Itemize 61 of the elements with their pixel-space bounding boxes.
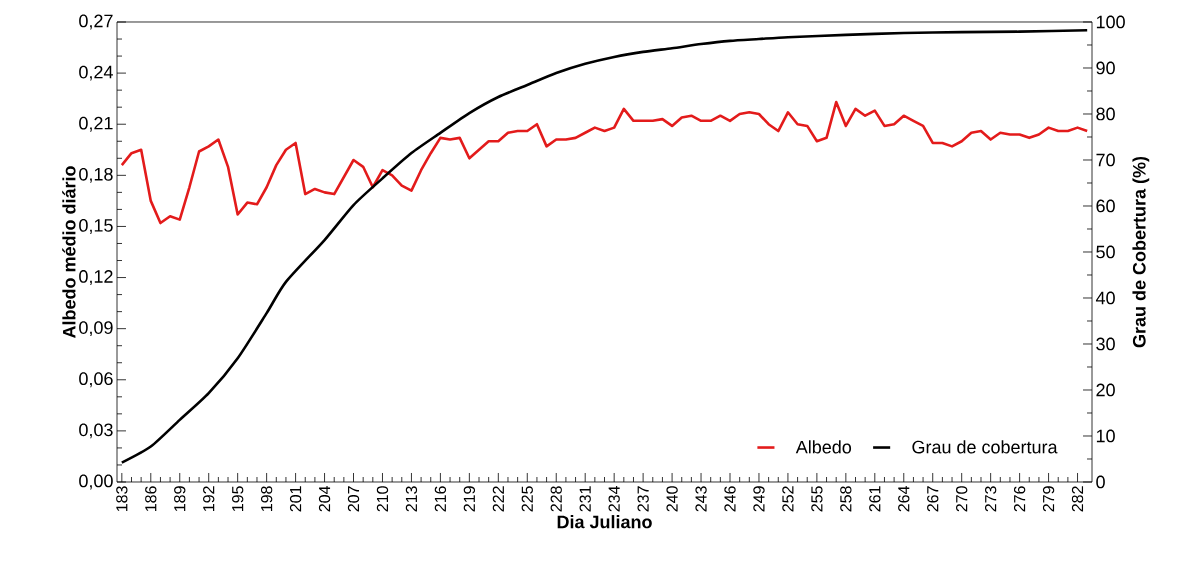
y2-tick-label: 70	[1096, 153, 1115, 167]
x-axis-title: Dia Juliano	[557, 515, 652, 529]
y-tick-label: 0,09	[79, 321, 113, 337]
x-tick-label: 222	[492, 486, 504, 512]
x-tick-label: 189	[174, 486, 186, 511]
x-tick-label: 279	[1042, 486, 1055, 512]
x-tick-label: 240	[666, 486, 678, 512]
line-series	[120, 28, 1089, 464]
x-tick-label: 225	[521, 486, 533, 512]
x-tick-label: 252	[782, 486, 794, 512]
x-tick-label: 192	[203, 486, 215, 511]
x-tick-label: 198	[260, 486, 273, 511]
x-tick-label: 183	[116, 486, 128, 511]
x-tick-label: 273	[984, 486, 997, 512]
y2-tick-label: 90	[1096, 61, 1115, 75]
x-tick-label: 195	[232, 486, 244, 511]
legend-label: Grau de cobertura	[912, 440, 1058, 454]
y-tick-label: 0,18	[79, 167, 113, 183]
y-tick-label: 0,12	[79, 270, 113, 285]
y-axis-title: Albedo médio diário	[62, 166, 76, 339]
x-tick-label: 264	[898, 486, 910, 512]
x-tick-label: 258	[840, 486, 852, 512]
x-tick-label: 210	[376, 486, 389, 512]
x-tick-label: 219	[463, 486, 476, 512]
x-tick-label: 261	[869, 486, 881, 512]
x-tick-label: 186	[145, 486, 157, 511]
x-tick-label: 255	[811, 486, 823, 512]
y2-tick-label: 30	[1096, 337, 1115, 351]
y2-tick-label: 20	[1096, 383, 1115, 397]
y2-tick-label: 0	[1096, 475, 1105, 489]
x-tick-label: 204	[318, 486, 331, 512]
x-tick-label: 282	[1071, 486, 1084, 512]
x-tick-label: 228	[550, 486, 562, 512]
y2-tick-label: 80	[1096, 107, 1115, 121]
y2-tick-label: 100	[1096, 15, 1125, 29]
x-tick-label: 207	[347, 486, 360, 512]
x-tick-label: 234	[608, 486, 620, 512]
y-tick-label: 0,06	[79, 372, 113, 388]
x-tick-label: 246	[724, 486, 736, 512]
y2-tick-label: 10	[1096, 429, 1115, 443]
y2-tick-label: 40	[1095, 291, 1115, 305]
x-tick-label: 213	[405, 486, 418, 512]
x-tick-label: 243	[695, 486, 707, 512]
x-tick-label: 216	[434, 486, 447, 512]
y2-tick-label: 50	[1096, 245, 1115, 259]
y-tick-label: 0,27	[79, 14, 113, 30]
y-tick-label: 0,24	[79, 65, 113, 81]
x-tick-label: 270	[956, 486, 968, 512]
x-tick-label: 249	[753, 486, 765, 512]
x-tick-label: 267	[927, 486, 939, 512]
y-tick-label: 0,15	[79, 219, 113, 234]
x-tick-label: 231	[579, 486, 591, 512]
legend-label: Albedo	[795, 440, 852, 454]
x-tick-label: 237	[637, 486, 649, 512]
x-tick-label: 276	[1013, 486, 1026, 512]
y-tick-label: 0,03	[79, 423, 113, 439]
y-tick-label: 0,21	[79, 116, 113, 132]
x-tick-label: 201	[289, 486, 302, 512]
y-tick-label: 0,00	[79, 474, 113, 490]
y2-tick-label: 60	[1096, 199, 1115, 213]
y2-axis-title: Grau de Cobertura (%)	[1132, 156, 1150, 348]
